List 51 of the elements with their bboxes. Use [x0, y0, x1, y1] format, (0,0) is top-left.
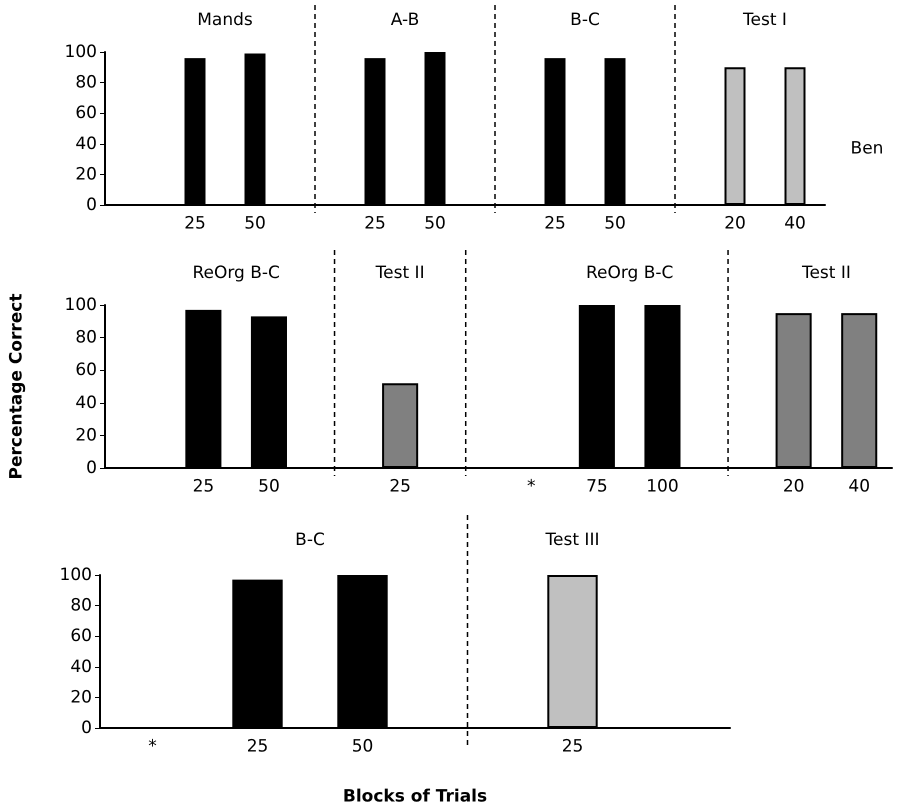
y-tick-label: 0	[86, 458, 97, 478]
y-tick-label: 40	[70, 656, 92, 677]
x-tick-label: 25	[184, 214, 206, 234]
y-tick-label: 40	[75, 134, 97, 154]
x-axis-title: Blocks of Trials	[342, 786, 488, 806]
text: B-C	[295, 530, 325, 550]
text: ReOrg B-C	[586, 263, 674, 283]
y-tick-label: 100	[64, 295, 97, 315]
y-tick-label: 0	[86, 195, 97, 215]
x-tick-label: 75	[586, 476, 608, 496]
x-tick-label: 50	[244, 214, 266, 234]
y-tick-label: 60	[75, 360, 97, 380]
x-tick-label: 50	[352, 736, 374, 756]
x-tick-label: 25	[246, 736, 268, 756]
y-tick-label: 60	[75, 103, 97, 124]
text: Test I	[742, 10, 787, 30]
text: B-C	[570, 10, 600, 30]
text: ReOrg B-C	[192, 263, 280, 283]
x-tick-label: 25	[364, 214, 386, 234]
y-tick-label: 20	[75, 164, 97, 184]
y-tick-label: 100	[60, 565, 92, 585]
x-tick-label: 40	[784, 214, 806, 234]
y-tick-label: 20	[70, 687, 92, 708]
y-axis-title: Percentage Correct	[6, 294, 26, 480]
x-tick-label: 50	[258, 476, 280, 496]
y-tick-label: 100	[64, 42, 97, 62]
x-tick-label: 40	[848, 476, 870, 496]
x-tick-label: 50	[424, 214, 446, 234]
y-tick-label: 60	[70, 626, 92, 646]
x-tick-label: *	[148, 736, 157, 756]
x-tick-label: *	[527, 476, 536, 496]
text: Mands	[197, 10, 253, 30]
x-tick-label: 20	[724, 214, 746, 234]
x-tick-label: 20	[782, 476, 804, 496]
x-tick-label: 25	[389, 476, 411, 496]
y-tick-label: 0	[81, 718, 92, 738]
y-tick-label: 40	[75, 392, 97, 413]
text: Test III	[544, 530, 600, 550]
text: Ben	[850, 138, 884, 158]
y-tick-label: 80	[75, 72, 97, 93]
y-tick-label: 80	[70, 596, 92, 616]
y-tick-label: 20	[75, 425, 97, 446]
y-tick-label: 80	[75, 328, 97, 348]
text: Test II	[374, 263, 425, 283]
text: A-B	[390, 10, 420, 30]
x-tick-label: 25	[192, 476, 214, 496]
x-tick-label: 50	[604, 214, 626, 234]
x-tick-label: 25	[544, 214, 566, 234]
x-tick-label: 100	[646, 476, 679, 496]
x-tick-label: 25	[562, 736, 584, 756]
text: Test II	[800, 263, 851, 283]
